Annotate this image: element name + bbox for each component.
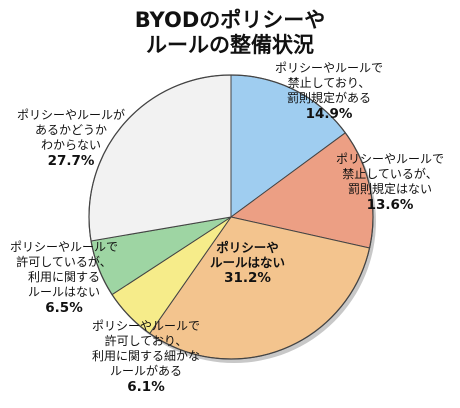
- slice-label-3: ポリシーや ルールはない 31.2%: [210, 240, 285, 287]
- slice-value: 27.7%: [47, 153, 95, 169]
- slice-label-line: ルールはない: [210, 255, 286, 270]
- slice-label-line: わからない: [41, 138, 102, 152]
- slice-label-line: 利用に関する: [28, 270, 101, 284]
- slice-label-line: ポリシーやルールで: [10, 240, 119, 254]
- slice-label-5: ポリシーやルールで 許可しているが、 利用に関する ルールはない 6.5%: [10, 240, 118, 317]
- chart-title-line-1: BYODのポリシーや: [135, 8, 326, 32]
- slice-label-line: ポリシーやルールが: [17, 108, 126, 122]
- slice-label-line: 許可しており、: [104, 334, 188, 348]
- slice-label-line: ポリシーやルールで: [275, 61, 384, 75]
- slice-label-line: 許可しているが、: [16, 255, 112, 269]
- slice-label-6: ポリシーやルールが あるかどうか わからない 27.7%: [17, 108, 125, 170]
- pie-outline: [88, 74, 374, 360]
- slice-value: 6.5%: [45, 300, 83, 316]
- slice-label-line: ポリシーや: [216, 240, 279, 255]
- slice-value: 31.2%: [224, 270, 271, 286]
- slice-value: 6.1%: [127, 379, 165, 395]
- slice-value: 13.6%: [366, 197, 414, 213]
- chart-title-line-2: ルールの整備状況: [146, 33, 314, 57]
- slice-label-line: ポリシーやルールで: [336, 152, 445, 166]
- pie-slices: [88, 74, 374, 360]
- slice-label-line: 利用に関する細かな: [92, 349, 201, 363]
- slice-label-line: ルールがある: [110, 364, 183, 378]
- slice-label-line: 禁止しているが、: [342, 167, 438, 181]
- slice-label-line: ルールはない: [28, 285, 101, 299]
- slice-value: 14.9%: [305, 106, 353, 122]
- slice-label-line: 罰則規定はない: [348, 182, 433, 196]
- slice-label-line: 禁止しており、: [287, 76, 371, 90]
- slice-label-line: 罰則規定がある: [287, 91, 372, 105]
- slice-label-line: あるかどうか: [35, 123, 108, 137]
- slice-label-2: ポリシーやルールで 禁止しているが、 罰則規定はない 13.6%: [336, 152, 444, 214]
- slice-label-4: ポリシーやルールで 許可しており、 利用に関する細かな ルールがある 6.1%: [92, 319, 200, 396]
- slice-label-1: ポリシーやルールで 禁止しており、 罰則規定がある 14.9%: [275, 61, 383, 123]
- slice-label-line: ポリシーやルールで: [92, 319, 201, 333]
